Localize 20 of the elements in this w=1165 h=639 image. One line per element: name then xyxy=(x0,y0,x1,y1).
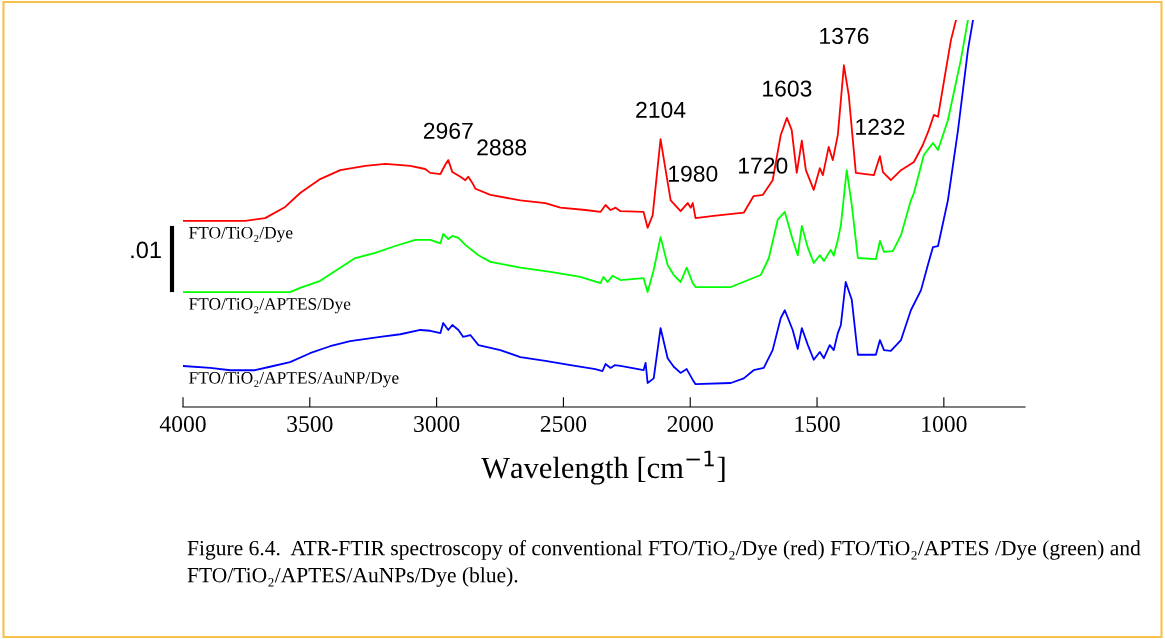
x-tick-label: 1500 xyxy=(795,416,840,432)
series-label: FTO/TiO₂/APTES/AuNP/Dye xyxy=(189,372,399,388)
annotation: 1232 xyxy=(856,118,905,136)
x-tick-label: 1000 xyxy=(922,416,967,432)
annotation: 1603 xyxy=(763,80,812,97)
series-label: FTO/TiO₂/Dye xyxy=(189,226,293,243)
annotation: 2967 xyxy=(423,122,473,139)
annotation: 1980 xyxy=(669,165,718,182)
annotation: 2104 xyxy=(636,101,686,118)
text: .01 xyxy=(131,241,161,259)
x-tick-label: 2500 xyxy=(540,416,587,432)
x-axis-title: Wavelength [cm$^{−1}$] xyxy=(481,450,725,485)
x-tick-label: 4000 xyxy=(159,416,206,432)
x-tick-label: 3000 xyxy=(414,416,460,432)
x-tick-label: 2000 xyxy=(667,416,713,432)
caption: Figure 6.4. ATR-FTIR spectroscopy of conventional FTO/TiO₂/Dye (red) FTO/TiO₂/APTES /Dye (green) and FTO/TiO₂/APTES/AuNPs/Dye (blue). xyxy=(187,540,1141,587)
x-tick-label: 3500 xyxy=(287,416,333,432)
annotation: 1376 xyxy=(820,27,869,45)
series-label: FTO/TiO₂/APTES/Dye xyxy=(189,298,351,314)
annotation: 2888 xyxy=(477,139,527,156)
